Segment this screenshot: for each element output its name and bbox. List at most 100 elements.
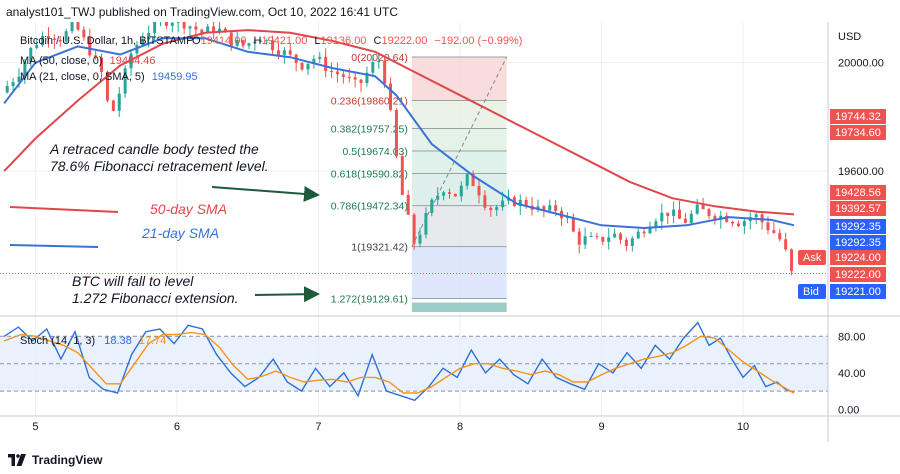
fib-label-0.786: 0.786(19472.34) — [331, 201, 408, 213]
candle-body — [518, 199, 522, 206]
price-pane[interactable]: 0(20020.64)0.236(19860.21)0.382(19757.25… — [0, 22, 828, 323]
legend-l-value: 19136.00 — [321, 35, 367, 47]
candle-body — [282, 50, 286, 55]
candle-body — [76, 22, 80, 30]
candle-body — [636, 231, 640, 239]
candle-body — [595, 236, 599, 238]
candle-body — [235, 39, 239, 46]
candle — [52, 34, 56, 49]
legend-h-label: H — [254, 35, 262, 47]
candle-body — [371, 62, 375, 73]
stoch-legend-k: 18.38 — [104, 335, 132, 347]
sma21-sample-line — [9, 244, 99, 248]
candle — [430, 197, 434, 217]
stoch-legend-title: Stoch (14, 1, 3) — [20, 335, 95, 347]
candle — [247, 42, 251, 50]
candle-body — [436, 195, 440, 200]
price-tags: 19744.32 19734.60 19428.56 19392.57 19292.35… — [798, 109, 886, 299]
candle — [589, 231, 593, 238]
candle — [294, 53, 298, 72]
stochastic-pane[interactable] — [0, 321, 828, 402]
candle — [678, 200, 682, 219]
candle — [571, 213, 575, 233]
candle — [235, 31, 239, 48]
candle — [389, 77, 393, 112]
candle — [335, 62, 339, 83]
chart-svg[interactable]: 0(20020.64)0.236(19860.21)0.382(19757.25… — [0, 22, 900, 442]
candle-body — [52, 38, 56, 40]
candle — [613, 228, 617, 238]
candle — [265, 39, 269, 45]
candle-body — [477, 185, 481, 196]
candle — [377, 52, 381, 69]
y-tick-1: 19600.00 — [838, 166, 884, 178]
candle-body — [194, 26, 198, 30]
candle-body — [536, 206, 540, 210]
candle-body — [601, 237, 605, 242]
candle-body — [406, 194, 410, 215]
candle — [619, 232, 623, 245]
ask-value-bg — [830, 250, 886, 265]
fib-trend-line — [411, 56, 508, 247]
candle — [672, 201, 676, 224]
candle — [489, 205, 493, 218]
candle — [194, 22, 198, 36]
candle-body — [265, 40, 269, 42]
candle-body — [359, 79, 363, 83]
candle-body — [672, 209, 676, 216]
candle — [123, 65, 127, 98]
candle — [424, 207, 428, 239]
candle-body — [253, 41, 257, 44]
candle-body — [701, 204, 705, 210]
sma21-label-line-0: 21-day SMA — [141, 225, 219, 241]
candle — [683, 212, 687, 224]
candle — [471, 170, 475, 187]
candle — [182, 22, 186, 35]
candle-body — [630, 238, 634, 246]
legend-h-value: 19421.00 — [261, 35, 307, 47]
arrow-fib-test — [211, 185, 320, 202]
candle-body — [660, 212, 664, 222]
candle-body — [377, 60, 381, 63]
candle — [64, 28, 68, 44]
candle — [111, 99, 115, 112]
price-tag-value: 19428.56 — [835, 187, 881, 199]
candle — [259, 39, 263, 42]
candle-body — [731, 221, 735, 224]
candle-body — [135, 45, 139, 54]
candle-body — [471, 174, 475, 186]
tradingview-brand[interactable]: TradingView — [32, 453, 103, 467]
candle-body — [318, 56, 322, 59]
candle — [731, 220, 735, 227]
candle — [436, 187, 440, 206]
legend-ma21-value: 19459.95 — [152, 71, 198, 83]
last-tag: 19222.00 — [830, 267, 886, 282]
candle — [41, 31, 45, 47]
candle-body — [300, 62, 304, 70]
candle — [11, 77, 15, 91]
ma21-line — [3, 37, 795, 230]
candle-body — [489, 207, 493, 211]
chart-area[interactable]: 0(20020.64) 0.236(19860.21) 0.382(19757.25… — [0, 22, 900, 442]
candle — [341, 69, 345, 84]
candle-body — [742, 221, 746, 227]
candle — [46, 27, 50, 48]
candle-body — [123, 68, 127, 94]
candle-body — [347, 76, 351, 78]
stoch-legend: Stoch (14, 1, 3) 18.38 17.74 — [20, 335, 166, 347]
tradingview-logo-icon[interactable] — [8, 454, 26, 466]
axes: 5 6 7 8 9 10 20000.00 19600.00 USD 80.00 40.00 0.00 — [32, 31, 884, 433]
candle-body — [766, 222, 770, 231]
fib-label-0.382: 0.382(19757.25) — [331, 123, 408, 135]
legend-l-label: L — [314, 35, 320, 47]
candle-body — [577, 231, 581, 245]
price-tag-value: 19744.32 — [835, 111, 881, 123]
candle-body — [212, 26, 216, 33]
candle-body — [182, 22, 186, 29]
candle-body — [548, 205, 552, 211]
candle-body — [666, 212, 670, 216]
candle — [76, 22, 80, 32]
x-tick-8: 8 — [457, 421, 463, 433]
candle-body — [542, 206, 546, 211]
candle — [359, 78, 363, 93]
